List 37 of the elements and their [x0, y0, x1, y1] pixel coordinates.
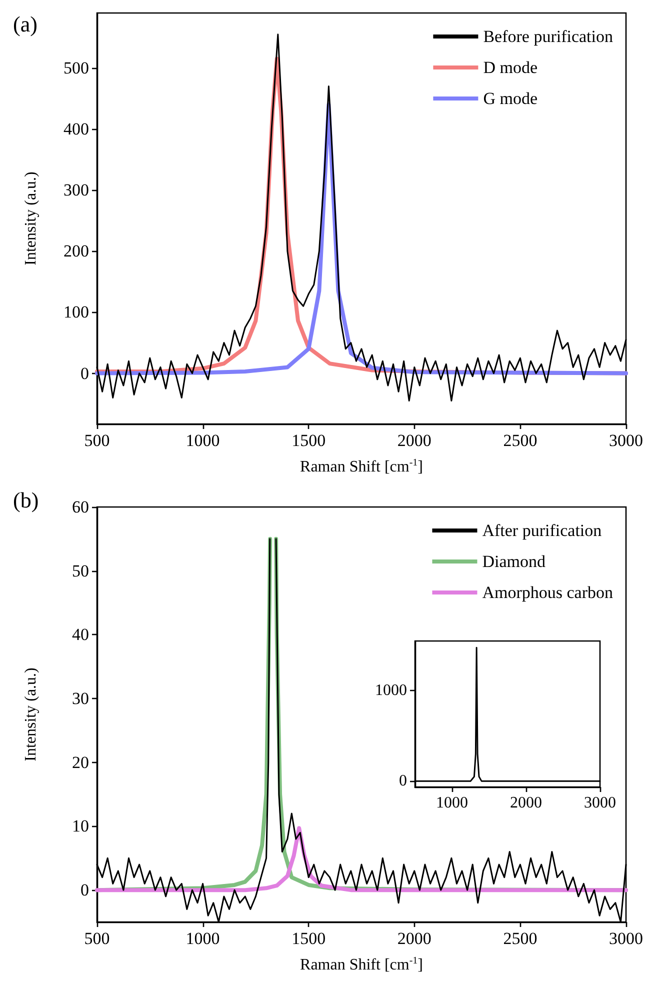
- legend-label: G mode: [483, 89, 538, 108]
- x-tick-label: 2000: [510, 794, 542, 812]
- x-tick-label: 3000: [609, 929, 643, 948]
- legend-label: D mode: [483, 58, 538, 77]
- y-tick-label: 300: [64, 180, 89, 200]
- legend-label: After purification: [482, 521, 602, 540]
- y-tick-label: 60: [72, 498, 89, 516]
- y-tick-label: 200: [64, 242, 89, 261]
- y-tick-label: 20: [72, 752, 89, 772]
- x-tick-label: 1000: [436, 794, 468, 812]
- y-tick-label: 500: [64, 58, 89, 78]
- x-tick-label: 1000: [186, 431, 220, 450]
- x-tick-label: 2000: [397, 431, 432, 450]
- y-tick-label: 100: [64, 302, 89, 322]
- y-tick-label: 50: [72, 561, 89, 580]
- y-tick-label: 30: [72, 689, 89, 708]
- x-tick-label: 2500: [503, 431, 538, 450]
- x-tick-label: 2500: [503, 929, 538, 948]
- x-tick-label: 1500: [292, 929, 326, 948]
- x-tick-label: 1000: [186, 929, 220, 948]
- x-tick-label: 1500: [292, 431, 326, 450]
- legend-label: Before purification: [483, 27, 614, 46]
- y-tick-label: 10: [72, 816, 89, 836]
- legend-label: Diamond: [482, 552, 546, 571]
- x-tick-label: 2000: [397, 929, 432, 948]
- y-tick-label: 40: [72, 625, 89, 644]
- y-axis-title: Intensity (a.u.): [22, 172, 40, 266]
- chart-title: (b): [13, 488, 39, 512]
- y-tick-label: 0: [80, 364, 89, 383]
- x-tick-label: 3000: [584, 794, 616, 812]
- x-tick-label: 3000: [609, 431, 643, 450]
- y-tick-label: 0: [80, 880, 89, 900]
- y-axis-title: Intensity (a.u.): [22, 668, 40, 762]
- chart-title: (a): [13, 12, 38, 36]
- y-tick-label: 400: [64, 120, 89, 139]
- y-tick-label: 0: [399, 772, 407, 790]
- legend-label: Amorphous carbon: [482, 583, 614, 602]
